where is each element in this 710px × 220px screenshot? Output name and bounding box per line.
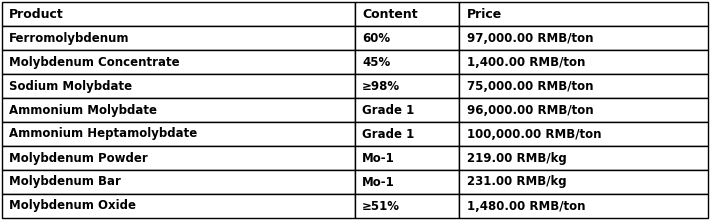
Bar xyxy=(459,170,708,194)
Text: ≥98%: ≥98% xyxy=(362,79,400,92)
Text: Molybdenum Oxide: Molybdenum Oxide xyxy=(9,200,136,213)
Bar xyxy=(355,146,459,170)
Bar xyxy=(2,170,355,194)
Bar xyxy=(459,122,708,146)
Bar xyxy=(355,26,459,50)
Bar xyxy=(2,2,355,26)
Text: Product: Product xyxy=(9,7,64,20)
Text: 45%: 45% xyxy=(362,55,391,68)
Bar xyxy=(355,170,459,194)
Text: 100,000.00 RMB/ton: 100,000.00 RMB/ton xyxy=(466,128,601,141)
Bar xyxy=(355,74,459,98)
Bar xyxy=(459,50,708,74)
Bar xyxy=(459,98,708,122)
Bar xyxy=(2,98,355,122)
Text: Grade 1: Grade 1 xyxy=(362,103,415,117)
Text: Mo-1: Mo-1 xyxy=(362,152,395,165)
Bar xyxy=(2,146,355,170)
Text: 60%: 60% xyxy=(362,31,391,44)
Bar xyxy=(459,2,708,26)
Bar xyxy=(2,122,355,146)
Text: 96,000.00 RMB/ton: 96,000.00 RMB/ton xyxy=(466,103,593,117)
Bar xyxy=(355,194,459,218)
Bar xyxy=(459,194,708,218)
Bar xyxy=(355,50,459,74)
Text: 1,400.00 RMB/ton: 1,400.00 RMB/ton xyxy=(466,55,585,68)
Bar xyxy=(2,194,355,218)
Bar xyxy=(355,2,459,26)
Text: Mo-1: Mo-1 xyxy=(362,176,395,189)
Text: Grade 1: Grade 1 xyxy=(362,128,415,141)
Text: Molybdenum Concentrate: Molybdenum Concentrate xyxy=(9,55,180,68)
Text: Sodium Molybdate: Sodium Molybdate xyxy=(9,79,132,92)
Bar xyxy=(355,122,459,146)
Bar xyxy=(2,26,355,50)
Text: Ammonium Heptamolybdate: Ammonium Heptamolybdate xyxy=(9,128,197,141)
Text: Molybdenum Bar: Molybdenum Bar xyxy=(9,176,121,189)
Text: 97,000.00 RMB/ton: 97,000.00 RMB/ton xyxy=(466,31,593,44)
Bar xyxy=(459,74,708,98)
Text: Price: Price xyxy=(466,7,502,20)
Text: ≥51%: ≥51% xyxy=(362,200,400,213)
Text: Ferromolybdenum: Ferromolybdenum xyxy=(9,31,129,44)
Text: Content: Content xyxy=(362,7,417,20)
Bar xyxy=(355,98,459,122)
Text: 75,000.00 RMB/ton: 75,000.00 RMB/ton xyxy=(466,79,593,92)
Bar xyxy=(2,74,355,98)
Text: 1,480.00 RMB/ton: 1,480.00 RMB/ton xyxy=(466,200,585,213)
Text: Ammonium Molybdate: Ammonium Molybdate xyxy=(9,103,157,117)
Text: 219.00 RMB/kg: 219.00 RMB/kg xyxy=(466,152,567,165)
Text: Molybdenum Powder: Molybdenum Powder xyxy=(9,152,148,165)
Bar xyxy=(459,146,708,170)
Bar xyxy=(2,50,355,74)
Bar xyxy=(459,26,708,50)
Text: 231.00 RMB/kg: 231.00 RMB/kg xyxy=(466,176,566,189)
